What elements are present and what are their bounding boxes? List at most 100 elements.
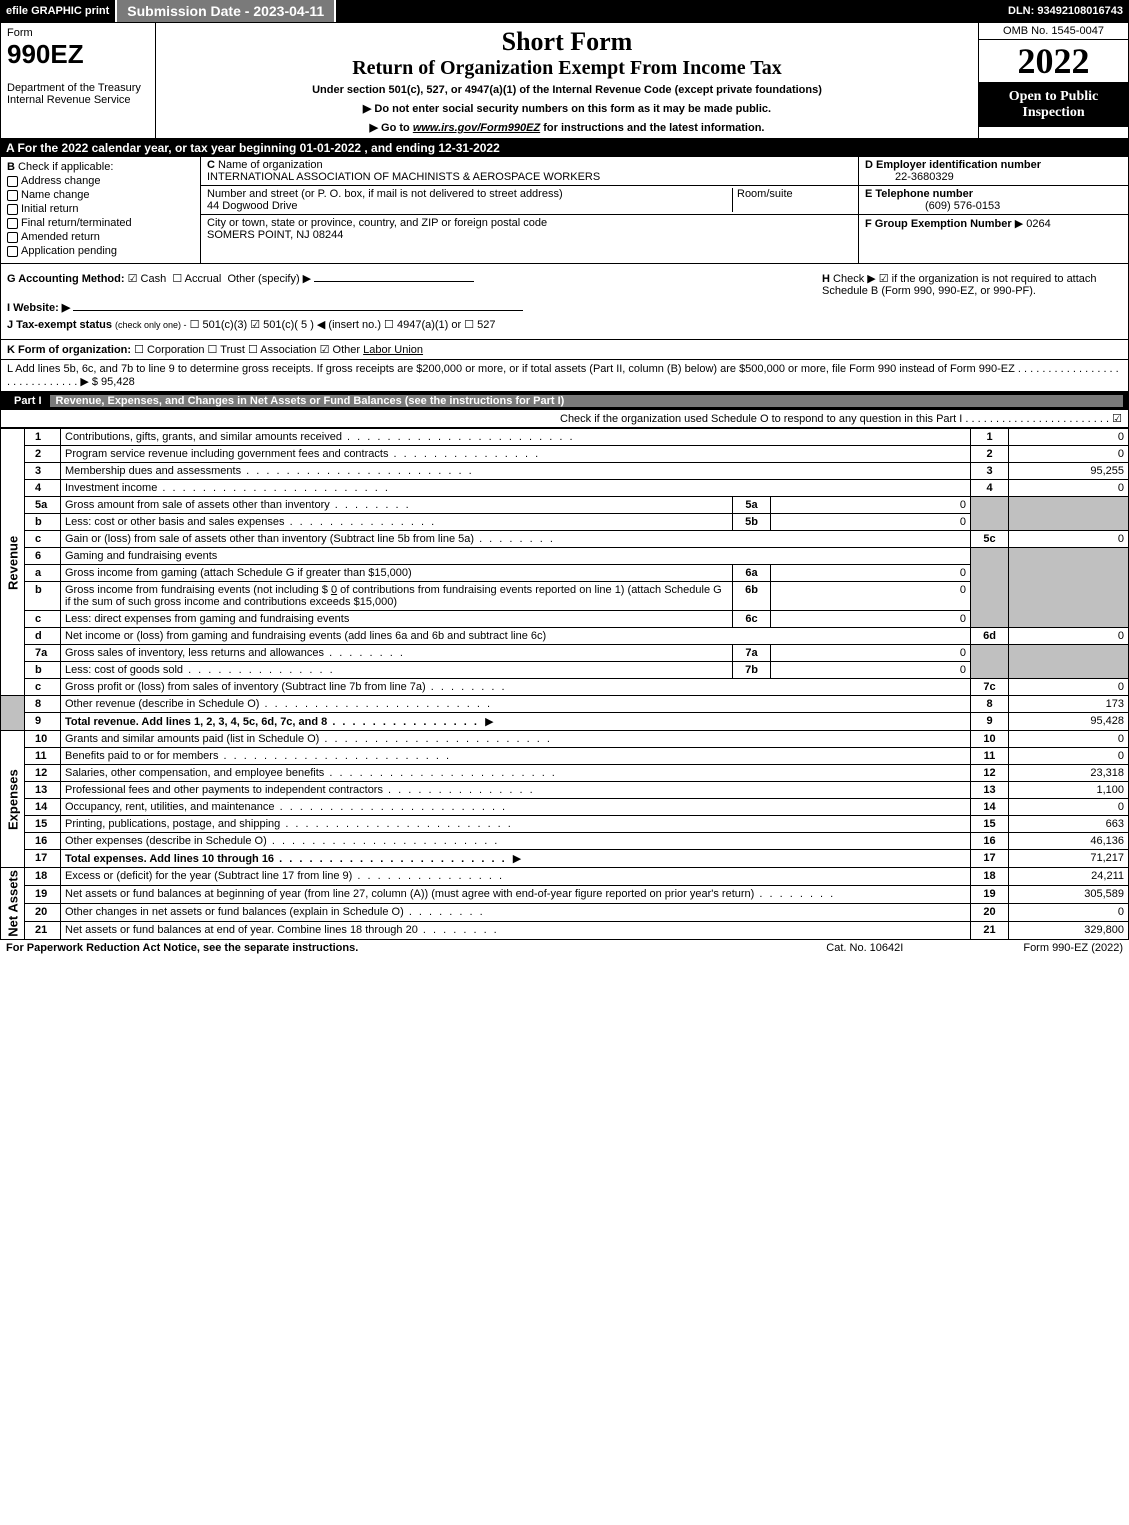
ssn-warning: ▶ Do not enter social security numbers o… [162, 102, 972, 115]
table-row: Net Assets 18 Excess or (deficit) for th… [1, 868, 1129, 886]
form-header: Form 990EZ Department of the Treasury In… [0, 22, 1129, 139]
sub-value: 0 [771, 645, 971, 662]
phone-label: E Telephone number [865, 188, 973, 200]
line-value: 0 [1009, 679, 1129, 696]
table-row: b Gross income from fundraising events (… [1, 582, 1129, 611]
check-o-text: Check if the organization used Schedule … [560, 413, 1109, 425]
check-address-change[interactable]: Address change [7, 175, 194, 187]
table-row: 9 Total revenue. Add lines 1, 2, 3, 4, 5… [1, 713, 1129, 731]
line-value: 329,800 [1009, 921, 1129, 939]
line-desc: Contributions, gifts, grants, and simila… [65, 431, 575, 443]
grey-cell [971, 548, 1009, 628]
check-name-change[interactable]: Name change [7, 189, 194, 201]
line-desc: Gaming and fundraising events [65, 550, 217, 562]
checkbox-icon [7, 176, 18, 187]
line-desc: Occupancy, rent, utilities, and maintena… [65, 801, 507, 813]
table-row: 2 Program service revenue including gove… [1, 446, 1129, 463]
line-value: 0 [1009, 429, 1129, 446]
i-website-label: I Website: ▶ [7, 302, 70, 314]
grey-cell [1009, 497, 1129, 531]
line-value: 0 [1009, 748, 1129, 765]
row-l: L Add lines 5b, 6c, and 7b to line 9 to … [0, 360, 1129, 392]
paperwork-notice: For Paperwork Reduction Act Notice, see … [6, 942, 358, 954]
c-name-label: Name of organization [218, 159, 323, 171]
table-row: 13 Professional fees and other payments … [1, 782, 1129, 799]
line-desc: Total expenses. Add lines 10 through 16 [65, 853, 507, 865]
check-final-return[interactable]: Final return/terminated [7, 217, 194, 229]
b-label: B [7, 161, 15, 173]
instr-post: for instructions and the latest informat… [540, 122, 764, 134]
city-value: SOMERS POINT, NJ 08244 [207, 229, 343, 241]
sub-value: 0 [771, 582, 971, 611]
table-row: 19 Net assets or fund balances at beginn… [1, 885, 1129, 903]
header-center: Short Form Return of Organization Exempt… [156, 23, 978, 138]
line-desc: Other expenses (describe in Schedule O) [65, 835, 499, 847]
short-form-title: Short Form [162, 27, 972, 57]
table-row: a Gross income from gaming (attach Sched… [1, 565, 1129, 582]
grey-cell [971, 645, 1009, 679]
part1-label: Part I [6, 395, 50, 407]
grey-cell [1009, 645, 1129, 679]
line-desc: Gain or (loss) from sale of assets other… [65, 533, 555, 545]
line-value: 0 [1009, 731, 1129, 748]
sub-line: 6a [733, 565, 771, 582]
line-desc: Program service revenue including govern… [65, 448, 540, 460]
omb-number: OMB No. 1545-0047 [979, 23, 1128, 40]
part1-check-o: Check if the organization used Schedule … [0, 410, 1129, 428]
line-num: 1 [25, 429, 61, 446]
page-footer: For Paperwork Reduction Act Notice, see … [0, 940, 1129, 956]
table-row: 17 Total expenses. Add lines 10 through … [1, 850, 1129, 868]
return-title: Return of Organization Exempt From Incom… [162, 57, 972, 80]
table-row: c Less: direct expenses from gaming and … [1, 611, 1129, 628]
table-row: 6 Gaming and fundraising events [1, 548, 1129, 565]
check-initial-return[interactable]: Initial return [7, 203, 194, 215]
irs-link[interactable]: www.irs.gov/Form990EZ [413, 122, 540, 134]
form-label: Form [7, 27, 149, 39]
line-desc: Net assets or fund balances at end of ye… [65, 924, 499, 936]
sub-line: 6b [733, 582, 771, 611]
sub-value: 0 [771, 662, 971, 679]
g-cash: Cash [141, 273, 167, 285]
section-b: B Check if applicable: Address change Na… [0, 157, 1129, 264]
sub-line: 5b [733, 514, 771, 531]
grey-cell [1009, 548, 1129, 628]
line-desc: Net assets or fund balances at beginning… [65, 888, 835, 900]
efile-label[interactable]: efile GRAPHIC print [0, 2, 115, 20]
checkbox-icon [7, 246, 18, 257]
c-label: C [207, 159, 215, 171]
line-value: 0 [1009, 799, 1129, 816]
form-ref: Form 990-EZ (2022) [1023, 942, 1123, 954]
line-desc: Total revenue. Add lines 1, 2, 3, 4, 5c,… [65, 716, 479, 728]
sub-value: 0 [771, 514, 971, 531]
line-6b-pre: Gross income from fundraising events (no… [65, 584, 331, 596]
cat-no: Cat. No. 10642I [826, 942, 903, 954]
sub-line: 5a [733, 497, 771, 514]
table-row: b Less: cost of goods sold 7b 0 [1, 662, 1129, 679]
table-row: Expenses 10 Grants and similar amounts p… [1, 731, 1129, 748]
table-row: 21 Net assets or fund balances at end of… [1, 921, 1129, 939]
sub-value: 0 [771, 497, 971, 514]
sub-line: 6c [733, 611, 771, 628]
table-row: c Gross profit or (loss) from sales of i… [1, 679, 1129, 696]
table-row: Revenue 1 Contributions, gifts, grants, … [1, 429, 1129, 446]
line-value: 46,136 [1009, 833, 1129, 850]
grey-cell [1, 696, 25, 731]
g-label: G Accounting Method: [7, 273, 125, 285]
check-if-label: Check if applicable: [18, 161, 113, 173]
line-desc: Membership dues and assessments [65, 465, 474, 477]
check-amended[interactable]: Amended return [7, 231, 194, 243]
line-value: 1,100 [1009, 782, 1129, 799]
table-row: d Net income or (loss) from gaming and f… [1, 628, 1129, 645]
col-c-org: C Name of organization INTERNATIONAL ASS… [201, 157, 858, 263]
netassets-side-label: Net Assets [1, 868, 25, 940]
line-desc: Printing, publications, postage, and shi… [65, 818, 513, 830]
h-text: Check ▶ ☑ if the organization is not req… [822, 273, 1097, 297]
form-number: 990EZ [7, 39, 149, 70]
k-label: K Form of organization: [7, 344, 131, 356]
line-desc: Benefits paid to or for members [65, 750, 451, 762]
line-value: 95,255 [1009, 463, 1129, 480]
check-pending[interactable]: Application pending [7, 245, 194, 257]
table-row: 11 Benefits paid to or for members 11 0 [1, 748, 1129, 765]
sub-line: 7b [733, 662, 771, 679]
instr-pre: ▶ Go to [370, 122, 413, 134]
